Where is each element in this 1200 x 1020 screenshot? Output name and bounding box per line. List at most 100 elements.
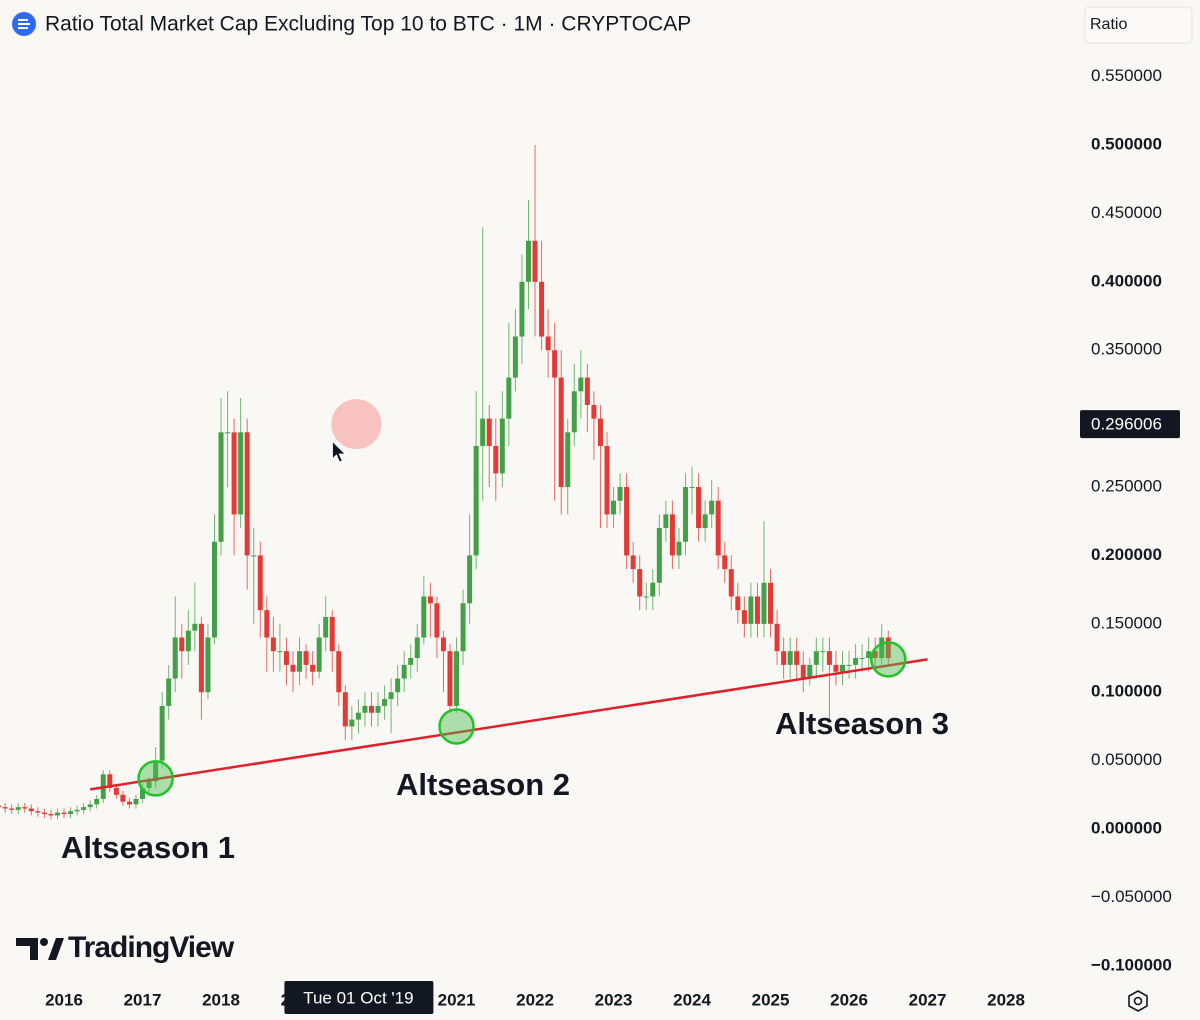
candle-body — [584, 377, 590, 405]
candle-body — [159, 705, 165, 761]
y-tick-label: 0.000000 — [1091, 819, 1162, 838]
crosshair-date-label: Tue 01 Oct '19 — [303, 988, 413, 1007]
candle-body — [349, 719, 355, 727]
x-tick-label: 2023 — [595, 990, 633, 1009]
candle-body — [368, 705, 374, 713]
candle-body — [61, 812, 67, 814]
candle-body — [722, 555, 728, 570]
y-tick-label: −0.100000 — [1091, 955, 1172, 974]
candle-body — [578, 377, 584, 392]
candle-body — [238, 432, 244, 515]
scale-button[interactable] — [1084, 6, 1193, 44]
annotation: Altseason 2 — [396, 767, 570, 802]
candle-body — [650, 582, 656, 597]
candle-body — [342, 692, 348, 727]
candle-body — [467, 555, 473, 604]
candle-body — [22, 807, 28, 809]
candle-body — [715, 500, 721, 556]
y-tick-label: 0.550000 — [1091, 66, 1162, 85]
candle-body — [643, 596, 649, 598]
candle-body — [225, 432, 231, 434]
candle-body — [290, 664, 296, 672]
x-tick-label: 2025 — [752, 990, 790, 1009]
candle-body — [617, 487, 623, 501]
candle-body — [872, 651, 878, 659]
y-tick-label: 0.400000 — [1091, 271, 1162, 290]
crosshair-date-box — [284, 981, 434, 1014]
candle-body — [663, 514, 669, 529]
candle-body — [473, 445, 479, 556]
candle-body — [297, 651, 303, 672]
candle-body — [532, 240, 538, 282]
candle-body — [355, 712, 361, 720]
candle-body — [558, 377, 564, 488]
candle-body — [571, 391, 577, 433]
candle-body — [728, 569, 734, 597]
candle-body — [166, 678, 172, 706]
candle-body — [153, 760, 159, 782]
candle-body — [866, 651, 872, 659]
candle-body — [283, 651, 289, 665]
y-tick-label: 0.350000 — [1091, 340, 1162, 359]
candle-body — [192, 623, 198, 631]
y-tick-label: 0.250000 — [1091, 477, 1162, 496]
trendline — [89, 658, 928, 791]
candle-body — [611, 500, 617, 515]
candle-body — [447, 651, 453, 706]
candle-body — [107, 774, 113, 788]
candle-body — [35, 811, 41, 813]
candle-body — [480, 418, 486, 446]
candle-body — [9, 808, 15, 810]
candle-body — [774, 623, 780, 652]
annotation: Altseason 3 — [775, 706, 949, 741]
candle-body — [813, 651, 819, 665]
candle-body — [395, 678, 401, 693]
settings-icon[interactable] — [1128, 990, 1148, 1012]
candle-body — [702, 514, 708, 529]
candle-body — [126, 801, 132, 805]
candle-body — [454, 651, 460, 706]
candle-body — [251, 555, 257, 557]
x-tick-label: 2016 — [45, 990, 83, 1009]
candle-body — [761, 582, 767, 624]
scale-button-label[interactable]: Ratio — [1090, 16, 1127, 33]
candle-body — [637, 569, 643, 597]
candle-body — [754, 596, 760, 624]
candle-body — [15, 807, 21, 810]
candle-body — [591, 404, 597, 419]
candle-body — [493, 445, 499, 474]
candle-body — [48, 813, 54, 816]
candle-body — [133, 798, 139, 805]
candle-body — [179, 637, 185, 652]
candle-body — [689, 487, 695, 489]
x-tick-label: 2022 — [516, 990, 554, 1009]
crosshair-price-box — [1080, 410, 1180, 439]
symbol-icon — [12, 12, 36, 36]
candle-body — [512, 336, 518, 378]
x-tick-label: 2026 — [830, 990, 868, 1009]
highlight-circle — [870, 641, 907, 678]
candle-body — [794, 651, 800, 665]
plot — [0, 145, 891, 820]
candle-body — [28, 808, 34, 812]
candle-body — [460, 603, 466, 652]
candle-body — [336, 651, 342, 693]
candle-body — [414, 637, 420, 659]
candle-body — [682, 487, 688, 542]
candle-body — [329, 616, 335, 652]
y-tick-label: 0.050000 — [1091, 750, 1162, 769]
y-tick-label: 0.150000 — [1091, 613, 1162, 632]
x-tick-label: 2024 — [673, 990, 711, 1009]
candle-body — [696, 487, 702, 529]
y-tick-label: 0.450000 — [1091, 203, 1162, 222]
candle-body — [257, 555, 263, 611]
candle-body — [807, 664, 813, 679]
chart-title: Ratio Total Market Cap Excluding Top 10 … — [45, 13, 691, 36]
candle-body — [735, 596, 741, 611]
candle-body — [185, 630, 191, 652]
candle-body — [597, 418, 603, 446]
annotation: Altseason 1 — [61, 830, 235, 865]
candle-body — [826, 651, 832, 665]
click-indicator — [331, 399, 382, 450]
candle-body — [146, 781, 152, 788]
